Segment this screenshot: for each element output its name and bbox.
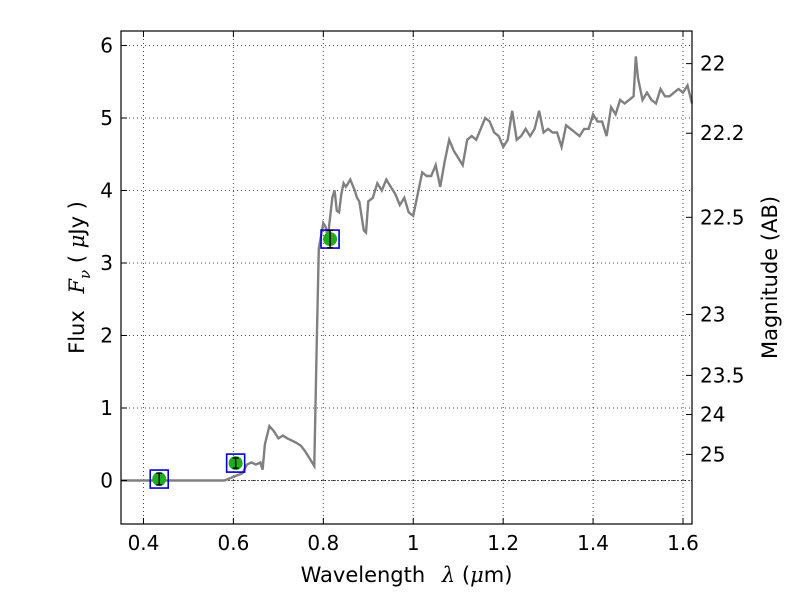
- y2-tick-label-6: 25: [700, 442, 725, 466]
- photometry-point-2: [320, 229, 340, 249]
- y-tick-label-0: 0: [100, 469, 113, 493]
- y2-tick-label-5: 24: [700, 403, 725, 427]
- y2-tick-label-4: 23.5: [700, 363, 745, 387]
- photometry-box-0: [149, 469, 170, 489]
- y2-axis-label: Magnitude (AB): [758, 196, 782, 359]
- y-tick-label-4: 4: [100, 179, 113, 203]
- x-tick-label-4: 1.2: [487, 531, 519, 555]
- x-tick-label-3: 1: [407, 531, 420, 555]
- y-tick-label-6: 6: [100, 34, 113, 58]
- y-axis-label: Flux Fν ( μJy ): [65, 201, 94, 354]
- y-tick-label-3: 3: [100, 251, 113, 275]
- y-tick-label-5: 5: [100, 106, 113, 130]
- x-axis-label: Wavelength λ (μm): [301, 563, 513, 587]
- photometry-box-1: [225, 453, 246, 473]
- y2-tick-label-0: 22: [700, 52, 725, 76]
- photometry-point-0: [149, 469, 170, 489]
- y2-tick-label-3: 23: [700, 302, 725, 326]
- grid-layer: [121, 31, 692, 524]
- plot-frame: [120, 30, 693, 525]
- y2-tick-label-2: 22.5: [700, 205, 745, 229]
- ticks-layer: 0.4 0.6 0.8 1 1.2 1.4 1.601234562222.222.52323…: [100, 31, 745, 555]
- x-tick-label-1: 0.6: [217, 531, 249, 555]
- series-line-model-spectrum: [121, 56, 694, 482]
- x-tick-label-5: 1.4: [577, 531, 609, 555]
- x-tick-label-2: 0.8: [307, 531, 339, 555]
- photometry-layer: [149, 229, 340, 489]
- y2-tick-label-1: 22.2: [700, 121, 745, 145]
- y-tick-label-1: 1: [100, 396, 113, 420]
- x-tick-label-0: 0.4: [128, 531, 160, 555]
- photometry-point-1: [225, 453, 246, 473]
- x-tick-label-6: 1.6: [667, 531, 699, 555]
- y-tick-label-2: 2: [100, 324, 113, 348]
